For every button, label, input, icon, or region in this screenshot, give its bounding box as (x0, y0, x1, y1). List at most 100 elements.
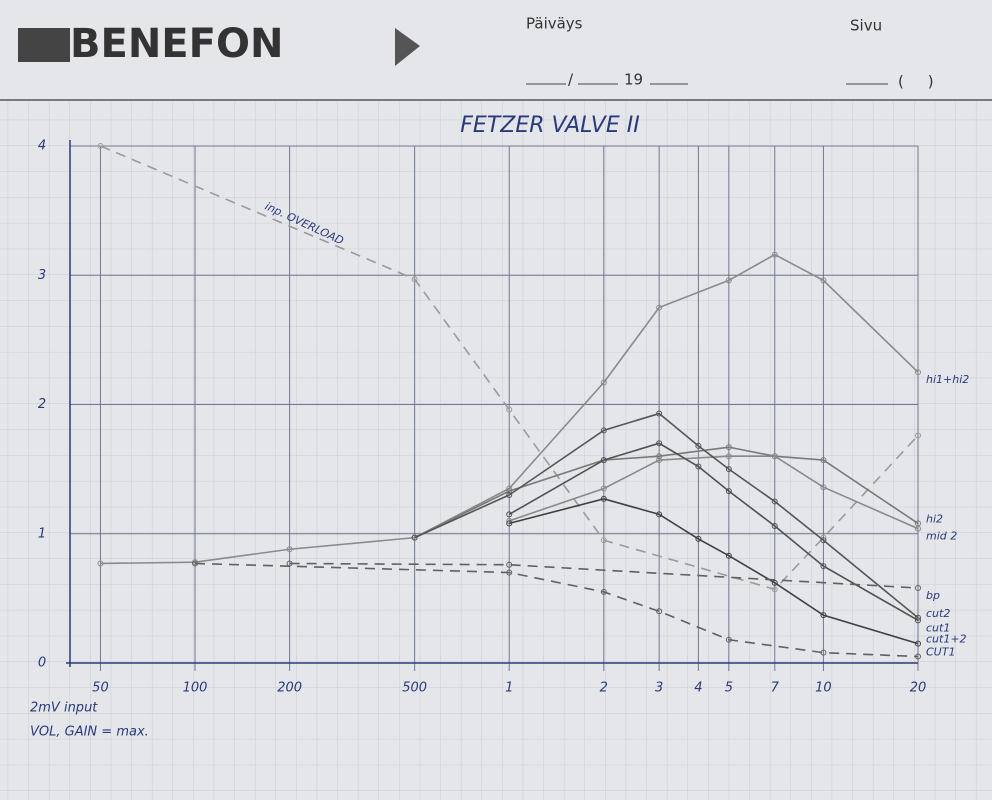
data-point (656, 410, 663, 417)
x-tick-label: 4 (694, 681, 702, 696)
data-point (411, 534, 418, 541)
series-label: cut2 (926, 607, 950, 620)
data-point (506, 491, 513, 498)
data-point (820, 484, 827, 491)
x-tick-label: 500 (402, 681, 427, 696)
data-point (915, 432, 921, 439)
data-point (820, 537, 827, 544)
data-point (820, 612, 827, 619)
data-point (600, 495, 607, 502)
series-line (289, 562, 919, 589)
data-point (915, 617, 921, 624)
data-point (725, 466, 732, 473)
data-point (915, 585, 921, 592)
series-label: hi2 (926, 512, 943, 525)
x-tick-label: 2 (600, 681, 608, 696)
data-point (915, 640, 921, 647)
series-label: bp (926, 589, 940, 602)
year: 19 (624, 71, 643, 89)
series-label: cut1+2 (926, 633, 967, 646)
series-line (508, 442, 919, 622)
data-point (506, 511, 513, 518)
data-point (695, 463, 702, 470)
y-tick-label: 1 (38, 526, 46, 541)
data-point (600, 485, 607, 492)
date-label: Päiväys (526, 15, 583, 33)
annotation: 2mV input (30, 701, 98, 716)
logo: BENEFON (70, 21, 283, 67)
data-point (725, 636, 732, 643)
series-line (100, 145, 919, 591)
series-label: hi1+hi2 (926, 373, 969, 386)
data-point (725, 453, 732, 460)
data-point (506, 561, 513, 568)
y-tick-label: 3 (38, 268, 46, 283)
data-point (600, 427, 607, 434)
y-tick-label: 2 (38, 397, 46, 412)
data-point (600, 379, 607, 386)
series-line (414, 412, 919, 619)
data-point (820, 649, 827, 656)
page-label: Sivu (850, 17, 882, 35)
x-tick-label: 20 (910, 681, 927, 696)
annotation: VOL, GAIN = max. (30, 725, 149, 740)
series-line (414, 446, 919, 539)
data-point (820, 563, 827, 570)
y-tick-label: 0 (38, 656, 46, 671)
x-tick-label: 10 (815, 681, 832, 696)
data-point (656, 453, 663, 460)
data-point (286, 546, 293, 553)
data-point (915, 525, 921, 532)
data-point (725, 277, 732, 284)
data-point (725, 552, 732, 559)
data-point (695, 442, 702, 449)
data-point (506, 520, 513, 527)
data-point (771, 586, 778, 593)
data-point (656, 511, 663, 518)
data-point (411, 276, 418, 283)
x-tick-label: 200 (277, 681, 302, 696)
data-point (820, 277, 827, 284)
graph-paper (0, 100, 992, 800)
logo-block (18, 28, 70, 62)
data-point (506, 488, 513, 495)
series-line (100, 253, 919, 565)
chart-title: FETZER VALVE II (460, 113, 639, 138)
data-point (771, 498, 778, 505)
series-line (508, 455, 919, 530)
series-line (195, 562, 919, 658)
x-tick-label: 50 (92, 681, 109, 696)
series-line (509, 498, 919, 645)
data-point (695, 535, 702, 542)
x-tick-label: 7 (771, 681, 780, 696)
data-point (915, 653, 921, 660)
data-point (771, 453, 778, 460)
data-point (97, 143, 104, 149)
data-point (771, 522, 778, 529)
data-point (656, 440, 663, 447)
data-point (915, 369, 921, 376)
series-label: CUT1 (926, 646, 955, 659)
data-point (771, 251, 778, 258)
data-point (97, 560, 104, 567)
date-sep: / (568, 71, 574, 89)
data-point (600, 457, 607, 464)
data-point (600, 588, 607, 595)
data-point (192, 560, 199, 567)
data-point (506, 569, 513, 576)
data-point (725, 488, 732, 495)
x-tick-label: 5 (725, 681, 733, 696)
data-point (600, 537, 607, 544)
data-point (820, 457, 827, 464)
data-point (656, 457, 663, 464)
page-paren: ( ) (898, 73, 934, 91)
x-tick-label: 1 (505, 681, 513, 696)
series-label: mid 2 (926, 530, 957, 543)
x-tick-label: 100 (183, 681, 208, 696)
x-tick-label: 3 (655, 681, 663, 696)
series-label: cut1 (926, 621, 950, 634)
data-point (656, 304, 663, 311)
data-point (656, 608, 663, 615)
